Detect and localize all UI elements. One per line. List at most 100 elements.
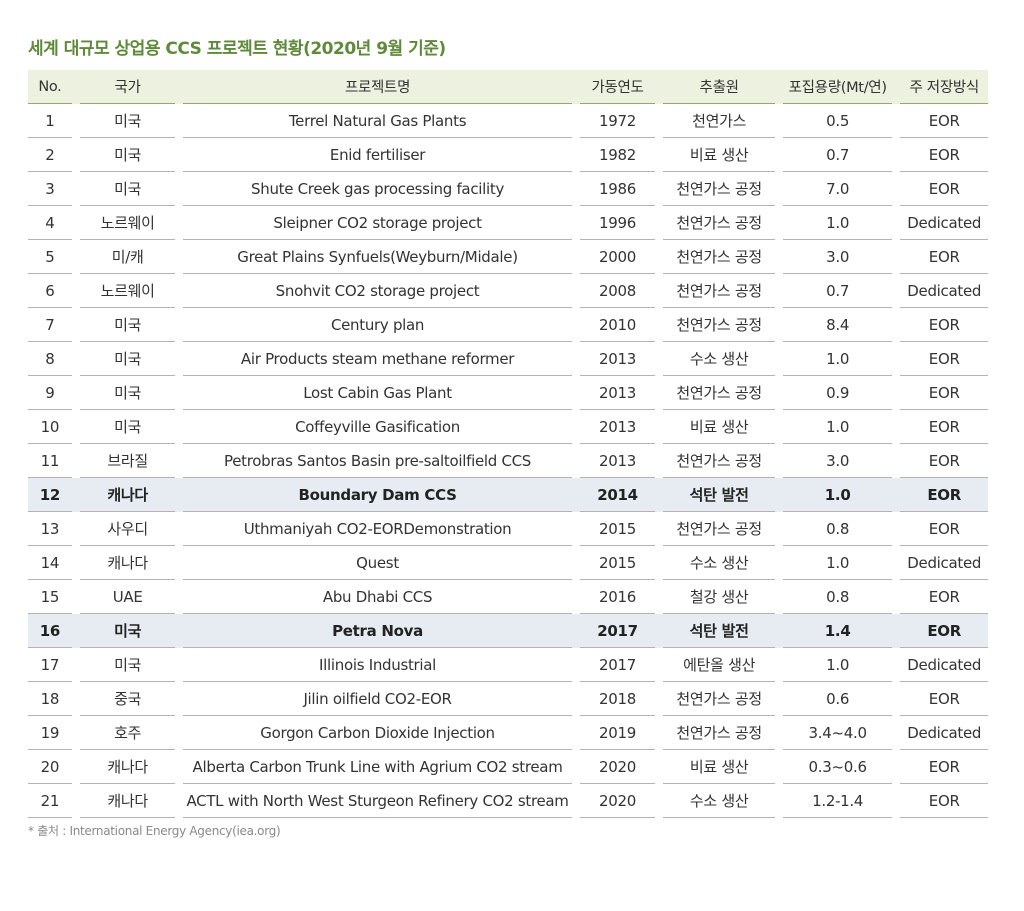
cell-year: 2013 bbox=[579, 410, 656, 444]
cell-no: 19 bbox=[28, 716, 72, 750]
cell-year: 2019 bbox=[579, 716, 656, 750]
header-year: 가동연도 bbox=[579, 70, 656, 104]
table-row: 11 브라질 Petrobras Santos Basin pre-saltoilf… bbox=[28, 444, 988, 478]
cell-project: Century plan bbox=[183, 308, 572, 342]
cell-project: Illinois Industrial bbox=[183, 648, 572, 682]
cell-year: 2013 bbox=[579, 376, 656, 410]
header-country: 국가 bbox=[79, 70, 176, 104]
cell-storage: EOR bbox=[900, 478, 988, 512]
cell-project: Abu Dhabi CCS bbox=[183, 580, 572, 614]
cell-source: 비료 생산 bbox=[663, 410, 775, 444]
cell-project: Gorgon Carbon Dioxide Injection bbox=[183, 716, 572, 750]
cell-storage: EOR bbox=[900, 512, 988, 546]
cell-country: 캐나다 bbox=[79, 784, 176, 818]
cell-capacity: 3.0 bbox=[782, 240, 893, 274]
cell-no: 12 bbox=[28, 478, 72, 512]
cell-storage: EOR bbox=[900, 308, 988, 342]
cell-storage: EOR bbox=[900, 240, 988, 274]
cell-country: 미국 bbox=[79, 342, 176, 376]
cell-country: 중국 bbox=[79, 682, 176, 716]
cell-project: ACTL with North West Sturgeon Refinery C… bbox=[183, 784, 572, 818]
table-header-row: No. 국가 프로젝트명 가동연도 추출원 포집용량(Mt/연) 주 저장방식 bbox=[28, 70, 988, 104]
cell-project: Sleipner CO2 storage project bbox=[183, 206, 572, 240]
cell-project: Quest bbox=[183, 546, 572, 580]
cell-country: 노르웨이 bbox=[79, 274, 176, 308]
cell-capacity: 0.9 bbox=[782, 376, 893, 410]
cell-project: Uthmaniyah CO2-EORDemonstration bbox=[183, 512, 572, 546]
cell-storage: Dedicated bbox=[900, 546, 988, 580]
cell-year: 2018 bbox=[579, 682, 656, 716]
cell-capacity: 0.3~0.6 bbox=[782, 750, 893, 784]
cell-capacity: 0.8 bbox=[782, 580, 893, 614]
cell-no: 5 bbox=[28, 240, 72, 274]
cell-no: 6 bbox=[28, 274, 72, 308]
cell-country: 호주 bbox=[79, 716, 176, 750]
header-storage: 주 저장방식 bbox=[900, 70, 988, 104]
cell-storage: EOR bbox=[900, 682, 988, 716]
cell-project: Snohvit CO2 storage project bbox=[183, 274, 572, 308]
cell-project: Enid fertiliser bbox=[183, 138, 572, 172]
cell-source: 천연가스 공정 bbox=[663, 308, 775, 342]
cell-capacity: 1.0 bbox=[782, 206, 893, 240]
cell-year: 2013 bbox=[579, 444, 656, 478]
table-row: 4 노르웨이 Sleipner CO2 storage project 1996 천연가… bbox=[28, 206, 988, 240]
cell-year: 2020 bbox=[579, 750, 656, 784]
cell-storage: Dedicated bbox=[900, 648, 988, 682]
ccs-projects-table: No. 국가 프로젝트명 가동연도 추출원 포집용량(Mt/연) 주 저장방식 … bbox=[28, 70, 988, 818]
cell-source: 천연가스 공정 bbox=[663, 274, 775, 308]
cell-storage: EOR bbox=[900, 138, 988, 172]
cell-project: Lost Cabin Gas Plant bbox=[183, 376, 572, 410]
header-source: 추출원 bbox=[663, 70, 775, 104]
table-row: 14 캐나다 Quest 2015 수소 생산 1.0 Dedicated bbox=[28, 546, 988, 580]
table-row: 16 미국 Petra Nova 2017 석탄 발전 1.4 EOR bbox=[28, 614, 988, 648]
cell-year: 2016 bbox=[579, 580, 656, 614]
cell-no: 9 bbox=[28, 376, 72, 410]
cell-project: Alberta Carbon Trunk Line with Agrium CO… bbox=[183, 750, 572, 784]
cell-no: 14 bbox=[28, 546, 72, 580]
cell-country: UAE bbox=[79, 580, 176, 614]
cell-capacity: 0.6 bbox=[782, 682, 893, 716]
cell-source: 천연가스 공정 bbox=[663, 376, 775, 410]
cell-source: 천연가스 공정 bbox=[663, 206, 775, 240]
cell-storage: EOR bbox=[900, 172, 988, 206]
cell-capacity: 1.0 bbox=[782, 478, 893, 512]
cell-country: 노르웨이 bbox=[79, 206, 176, 240]
cell-country: 미국 bbox=[79, 376, 176, 410]
cell-year: 2008 bbox=[579, 274, 656, 308]
cell-no: 4 bbox=[28, 206, 72, 240]
cell-source: 천연가스 공정 bbox=[663, 172, 775, 206]
header-capacity: 포집용량(Mt/연) bbox=[782, 70, 893, 104]
cell-project: Coffeyville Gasification bbox=[183, 410, 572, 444]
cell-capacity: 8.4 bbox=[782, 308, 893, 342]
cell-country: 미국 bbox=[79, 104, 176, 138]
cell-storage: Dedicated bbox=[900, 206, 988, 240]
cell-no: 13 bbox=[28, 512, 72, 546]
cell-no: 18 bbox=[28, 682, 72, 716]
cell-storage: EOR bbox=[900, 784, 988, 818]
cell-country: 캐나다 bbox=[79, 750, 176, 784]
cell-country: 미국 bbox=[79, 410, 176, 444]
cell-year: 2000 bbox=[579, 240, 656, 274]
header-no: No. bbox=[28, 70, 72, 104]
cell-project: Petrobras Santos Basin pre-saltoilfield … bbox=[183, 444, 572, 478]
cell-no: 1 bbox=[28, 104, 72, 138]
cell-storage: EOR bbox=[900, 580, 988, 614]
cell-no: 10 bbox=[28, 410, 72, 444]
cell-storage: EOR bbox=[900, 410, 988, 444]
cell-project: Air Products steam methane reformer bbox=[183, 342, 572, 376]
cell-no: 11 bbox=[28, 444, 72, 478]
cell-no: 15 bbox=[28, 580, 72, 614]
table-row: 3 미국 Shute Creek gas processing facility 19… bbox=[28, 172, 988, 206]
cell-no: 8 bbox=[28, 342, 72, 376]
cell-year: 1982 bbox=[579, 138, 656, 172]
cell-storage: EOR bbox=[900, 342, 988, 376]
cell-storage: EOR bbox=[900, 750, 988, 784]
cell-source: 석탄 발전 bbox=[663, 478, 775, 512]
table-row: 1 미국 Terrel Natural Gas Plants 1972 천연가스 0.5 E… bbox=[28, 104, 988, 138]
table-row: 2 미국 Enid fertiliser 1982 비료 생산 0.7 EOR bbox=[28, 138, 988, 172]
cell-capacity: 1.0 bbox=[782, 342, 893, 376]
cell-year: 2013 bbox=[579, 342, 656, 376]
cell-no: 21 bbox=[28, 784, 72, 818]
cell-capacity: 1.4 bbox=[782, 614, 893, 648]
cell-capacity: 1.0 bbox=[782, 648, 893, 682]
